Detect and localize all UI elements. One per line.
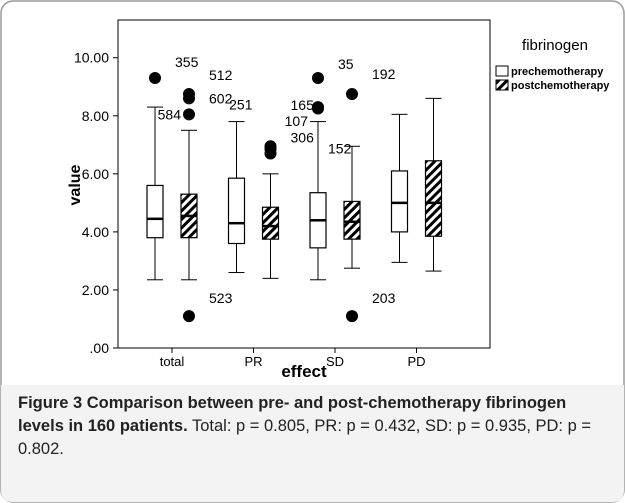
legend-swatch [495, 65, 509, 77]
box [261, 206, 280, 240]
outlier-label: 523 [209, 290, 233, 306]
outlier-label: 192 [372, 66, 396, 82]
box [227, 177, 246, 245]
outlier [183, 108, 195, 121]
y-axis-label: value [67, 164, 84, 205]
outlier-label: 152 [328, 141, 352, 157]
box [343, 200, 361, 240]
legend-swatch [495, 79, 509, 91]
y-tick-label: 10.00 [74, 50, 109, 66]
box [390, 170, 409, 233]
legend-title: fibrinogen [522, 37, 588, 54]
y-tick-label: 8.00 [82, 108, 109, 124]
outlier-label: 602 [209, 90, 233, 106]
x-tick-label: PD [407, 354, 425, 369]
outlier-label: 306 [291, 130, 315, 146]
legend-label: prechemotherapy [511, 66, 604, 78]
box [424, 160, 443, 237]
outlier-label: 107 [285, 113, 309, 129]
outlier [183, 310, 195, 323]
caption-bg [1, 385, 624, 502]
x-tick-label: total [160, 354, 185, 369]
outlier [149, 72, 161, 85]
outlier [346, 310, 358, 323]
y-tick-label: .00 [90, 340, 110, 356]
outlier [312, 102, 324, 115]
outlier [312, 72, 324, 85]
y-tick-label: 2.00 [82, 282, 109, 298]
outlier [346, 88, 358, 101]
caption-text: Total: p = 0.805, PR: p = 0.432, SD: p =… [18, 417, 591, 458]
outlier-label: 512 [209, 67, 233, 83]
x-axis-label: effect [281, 362, 327, 381]
outlier-label: 251 [229, 96, 253, 112]
y-tick-label: 4.00 [82, 224, 109, 240]
x-tick-label: SD [326, 354, 344, 369]
caption: Figure 3 Comparison between pre- and pos… [18, 392, 610, 461]
outlier-label: 355 [175, 54, 199, 70]
outlier-label: 203 [372, 290, 396, 306]
outlier [264, 147, 277, 160]
caption-title: Figure 3 Comparison between pre- and pos… [18, 394, 567, 435]
outlier-label: 584 [158, 106, 182, 122]
outlier-label: 165 [291, 97, 315, 113]
outlier-label: 35 [338, 56, 354, 72]
y-tick-label: 6.00 [82, 166, 109, 182]
box [146, 184, 164, 239]
x-tick-label: PR [244, 354, 262, 369]
outlier [183, 92, 195, 105]
legend-label: postchemotherapy [511, 80, 610, 92]
